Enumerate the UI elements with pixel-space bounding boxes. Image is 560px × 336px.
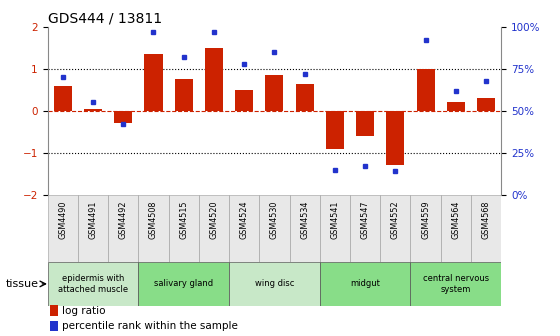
Bar xyxy=(320,195,350,262)
Bar xyxy=(169,195,199,262)
Text: GSM4492: GSM4492 xyxy=(119,200,128,239)
Text: epidermis with
attached muscle: epidermis with attached muscle xyxy=(58,274,128,294)
Text: GSM4490: GSM4490 xyxy=(58,200,67,239)
Bar xyxy=(326,111,344,149)
Bar xyxy=(50,321,58,331)
Text: GSM4520: GSM4520 xyxy=(209,200,218,239)
Bar xyxy=(108,195,138,262)
Text: GSM4547: GSM4547 xyxy=(361,200,370,239)
Bar xyxy=(138,262,229,306)
Bar xyxy=(477,98,495,111)
Bar xyxy=(410,195,441,262)
Bar xyxy=(296,84,314,111)
Text: GSM4508: GSM4508 xyxy=(149,200,158,239)
Bar xyxy=(175,79,193,111)
Bar xyxy=(447,102,465,111)
Bar xyxy=(410,262,501,306)
Text: midgut: midgut xyxy=(350,280,380,288)
Text: GSM4564: GSM4564 xyxy=(451,200,460,239)
Bar xyxy=(78,195,108,262)
Bar xyxy=(235,90,253,111)
Bar xyxy=(144,54,162,111)
Text: GSM4491: GSM4491 xyxy=(88,200,97,239)
Bar xyxy=(84,109,102,111)
Bar xyxy=(350,195,380,262)
Bar xyxy=(290,195,320,262)
Text: GSM4530: GSM4530 xyxy=(270,200,279,239)
Text: GDS444 / 13811: GDS444 / 13811 xyxy=(48,12,162,26)
Bar xyxy=(265,75,283,111)
Text: GSM4515: GSM4515 xyxy=(179,200,188,239)
Bar xyxy=(50,305,58,316)
Text: central nervous
system: central nervous system xyxy=(423,274,489,294)
Text: GSM4568: GSM4568 xyxy=(482,200,491,239)
Bar xyxy=(356,111,374,136)
Bar xyxy=(386,111,404,166)
Bar xyxy=(259,195,290,262)
Bar xyxy=(205,48,223,111)
Text: log ratio: log ratio xyxy=(62,305,106,316)
Bar xyxy=(138,195,169,262)
Text: GSM4541: GSM4541 xyxy=(330,200,339,239)
Text: tissue: tissue xyxy=(6,279,39,289)
Text: percentile rank within the sample: percentile rank within the sample xyxy=(62,321,238,331)
Bar xyxy=(417,69,435,111)
Bar xyxy=(320,262,410,306)
Bar xyxy=(471,195,501,262)
Bar xyxy=(441,195,471,262)
Bar xyxy=(229,262,320,306)
Bar xyxy=(54,86,72,111)
Bar xyxy=(114,111,132,124)
Bar xyxy=(48,262,138,306)
Bar xyxy=(48,195,78,262)
Bar xyxy=(380,195,410,262)
Text: wing disc: wing disc xyxy=(255,280,294,288)
Text: salivary gland: salivary gland xyxy=(154,280,213,288)
Text: GSM4534: GSM4534 xyxy=(300,200,309,239)
Bar xyxy=(199,195,229,262)
Bar xyxy=(229,195,259,262)
Text: GSM4524: GSM4524 xyxy=(240,200,249,239)
Text: GSM4559: GSM4559 xyxy=(421,200,430,239)
Text: GSM4552: GSM4552 xyxy=(391,200,400,239)
